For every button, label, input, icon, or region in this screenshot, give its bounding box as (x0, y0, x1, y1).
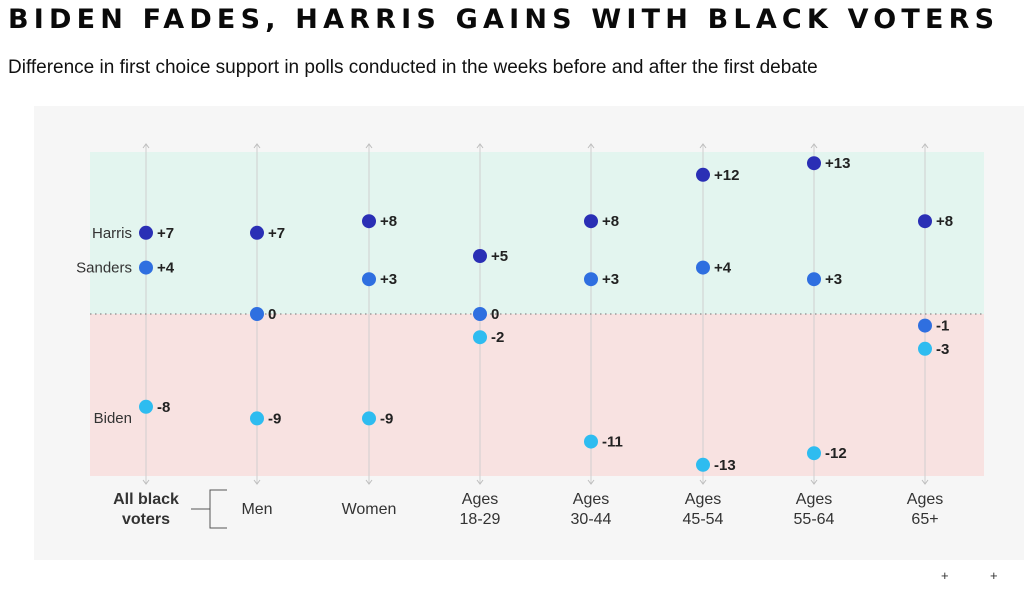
chart-title: BIDEN FADES, HARRIS GAINS WITH BLACK VOT… (8, 4, 1000, 35)
axis-arrow-up (810, 143, 818, 149)
data-point-harris (362, 214, 376, 229)
axis-arrow-up (365, 143, 373, 149)
data-point-sanders (807, 272, 821, 287)
data-point-sanders (696, 260, 710, 275)
data-point-biden (250, 411, 264, 426)
corner-mark: + (990, 568, 998, 583)
data-label-biden: -9 (268, 410, 281, 427)
data-point-biden (918, 341, 932, 356)
data-point-biden (696, 457, 710, 472)
data-label-harris: +12 (714, 167, 739, 184)
data-label-harris: +7 (157, 225, 174, 242)
data-point-harris (139, 225, 153, 240)
axis-arrow-down (365, 479, 373, 485)
legend-label-sanders: Sanders (76, 260, 132, 277)
data-label-biden: -12 (825, 445, 847, 462)
data-label-sanders: +3 (380, 271, 397, 288)
axis-arrow-up (587, 143, 595, 149)
corner-mark: + (941, 568, 949, 583)
data-label-biden: -11 (602, 434, 623, 451)
data-point-biden (473, 330, 487, 345)
data-label-sanders: +4 (714, 260, 732, 277)
category-label: Women (342, 501, 397, 518)
data-point-sanders (139, 260, 153, 275)
data-label-biden: -3 (936, 341, 949, 358)
category-label: Ages (685, 491, 721, 508)
axis-arrow-up (699, 143, 707, 149)
data-label-harris: +8 (936, 213, 953, 230)
axis-arrow-up (253, 143, 261, 149)
data-point-sanders (918, 318, 932, 333)
legend-label-harris: Harris (92, 225, 132, 242)
category-label: Ages (796, 491, 832, 508)
category-label: 18-29 (460, 511, 501, 528)
axis-arrow-down (810, 479, 818, 485)
axis-arrow-down (699, 479, 707, 485)
legend-label-biden: Biden (94, 410, 132, 427)
category-label: Ages (462, 491, 498, 508)
data-point-harris (918, 214, 932, 229)
data-label-biden: -2 (491, 329, 504, 346)
data-label-harris: +7 (268, 225, 285, 242)
axis-arrow-down (921, 479, 929, 485)
group-bracket (191, 489, 227, 529)
negative-band (90, 314, 984, 476)
data-point-biden (139, 399, 153, 414)
data-label-sanders: -1 (936, 318, 949, 335)
data-point-sanders (473, 307, 487, 321)
data-point-biden (584, 434, 598, 449)
positive-band (90, 152, 984, 314)
axis-arrow-down (142, 479, 150, 485)
data-point-sanders (362, 272, 376, 287)
category-label: 65+ (911, 511, 938, 528)
category-label: Men (241, 501, 272, 518)
data-point-harris (696, 167, 710, 182)
data-label-sanders: +3 (602, 271, 619, 288)
data-point-harris (473, 249, 487, 263)
data-point-biden (807, 446, 821, 461)
axis-arrow-up (921, 143, 929, 149)
category-label: 45-54 (683, 511, 724, 528)
axis-arrow-up (142, 143, 150, 149)
chart-subtitle: Difference in first choice support in po… (8, 57, 818, 78)
data-label-biden: -9 (380, 410, 393, 427)
data-point-sanders (250, 307, 264, 321)
data-label-harris: +8 (380, 213, 397, 230)
axis-arrow-down (587, 479, 595, 485)
data-point-biden (362, 411, 376, 426)
category-label: voters (122, 511, 170, 528)
data-label-biden: -8 (157, 399, 170, 416)
data-point-sanders (584, 272, 598, 287)
data-point-harris (250, 225, 264, 240)
data-point-harris (584, 214, 598, 229)
data-label-harris: +5 (491, 248, 508, 265)
data-label-sanders: +4 (157, 260, 175, 277)
data-label-biden: -13 (714, 457, 736, 474)
data-label-sanders: 0 (268, 306, 276, 323)
axis-arrow-up (476, 143, 484, 149)
category-label: Ages (907, 491, 943, 508)
category-label: 30-44 (571, 511, 612, 528)
axis-arrow-down (476, 479, 484, 485)
data-label-harris: +8 (602, 213, 619, 230)
category-label: Ages (573, 491, 609, 508)
axis-arrow-down (253, 479, 261, 485)
data-label-sanders: 0 (491, 306, 499, 323)
data-label-sanders: +3 (825, 271, 842, 288)
data-point-harris (807, 156, 821, 171)
category-label: All black (113, 491, 179, 508)
category-label: 55-64 (794, 511, 835, 528)
data-label-harris: +13 (825, 155, 850, 172)
